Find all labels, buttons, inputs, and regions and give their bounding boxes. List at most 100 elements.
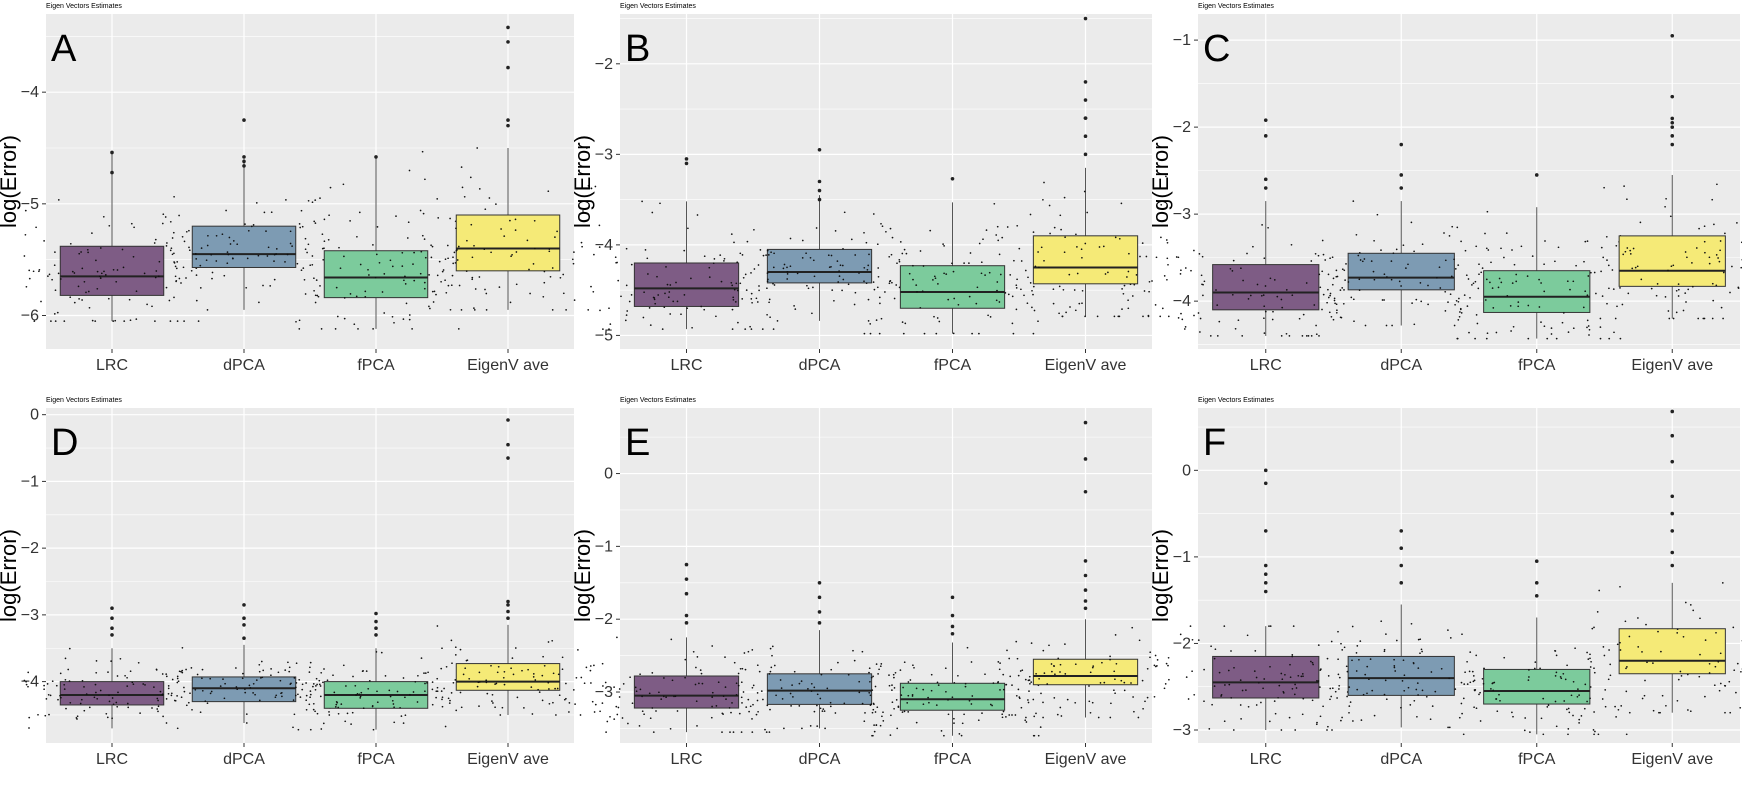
jitter-point bbox=[1419, 652, 1421, 655]
jitter-point bbox=[770, 251, 772, 254]
jitter-point bbox=[1605, 235, 1608, 238]
jitter-point bbox=[1515, 280, 1518, 283]
jitter-point bbox=[304, 237, 307, 240]
jitter-point bbox=[137, 661, 140, 664]
jitter-point bbox=[270, 211, 273, 214]
jitter-point bbox=[1466, 305, 1469, 307]
jitter-point bbox=[687, 227, 689, 230]
jitter-point bbox=[533, 247, 536, 250]
jitter-point bbox=[1699, 617, 1701, 620]
jitter-point bbox=[260, 660, 263, 663]
jitter-point bbox=[511, 253, 513, 256]
jitter-point bbox=[181, 646, 184, 649]
jitter-point bbox=[1464, 249, 1467, 252]
jitter-point bbox=[275, 248, 278, 250]
jitter-point bbox=[1327, 675, 1330, 677]
jitter-point bbox=[1472, 282, 1475, 285]
jitter-point bbox=[765, 731, 768, 733]
jitter-point bbox=[1062, 288, 1065, 291]
jitter-point bbox=[164, 216, 167, 218]
jitter-point bbox=[1363, 258, 1366, 260]
jitter-point bbox=[1478, 693, 1480, 696]
jitter-point bbox=[608, 328, 610, 330]
jitter-point bbox=[25, 680, 27, 683]
jitter-point bbox=[1347, 281, 1350, 283]
jitter-point bbox=[790, 705, 792, 707]
jitter-point bbox=[1503, 256, 1505, 259]
jitter-point bbox=[1413, 250, 1415, 253]
jitter-point bbox=[297, 728, 300, 731]
jitter-point bbox=[1315, 333, 1318, 336]
jitter-point bbox=[311, 201, 314, 204]
x-tick-label: fPCA bbox=[357, 357, 395, 374]
jitter-point bbox=[543, 281, 546, 284]
jitter-point bbox=[1528, 669, 1530, 671]
jitter-point bbox=[320, 328, 323, 330]
jitter-point bbox=[314, 301, 317, 304]
jitter-point bbox=[452, 681, 455, 684]
box-iqr bbox=[1618, 628, 1726, 675]
jitter-point bbox=[245, 722, 248, 724]
jitter-point bbox=[246, 257, 249, 260]
jitter-point bbox=[1042, 198, 1044, 201]
y-tick-label: −4 bbox=[595, 237, 613, 254]
jitter-point bbox=[226, 251, 229, 253]
jitter-point bbox=[399, 706, 401, 709]
jitter-point bbox=[182, 266, 185, 269]
jitter-point bbox=[178, 670, 181, 673]
jitter-point bbox=[1215, 289, 1217, 291]
jitter-point bbox=[1366, 665, 1369, 668]
jitter-point bbox=[1687, 288, 1690, 291]
jitter-point bbox=[565, 682, 567, 685]
jitter-point bbox=[652, 296, 655, 299]
jitter-point bbox=[671, 679, 674, 682]
jitter-point bbox=[1412, 662, 1415, 665]
jitter-point bbox=[699, 669, 702, 671]
jitter-point bbox=[1146, 667, 1149, 670]
jitter-point bbox=[810, 690, 813, 692]
jitter-point bbox=[257, 254, 260, 257]
jitter-point bbox=[730, 711, 732, 714]
jitter-point bbox=[648, 692, 651, 695]
jitter-point bbox=[1607, 264, 1610, 267]
jitter-point bbox=[1652, 662, 1654, 664]
jitter-point bbox=[1344, 279, 1346, 281]
jitter-point bbox=[95, 660, 98, 662]
jitter-point bbox=[625, 284, 628, 287]
jitter-point bbox=[915, 687, 918, 690]
jitter-point bbox=[1457, 319, 1460, 321]
jitter-point bbox=[492, 702, 494, 704]
jitter-point bbox=[978, 242, 981, 245]
jitter-point bbox=[1427, 303, 1429, 306]
jitter-point bbox=[451, 274, 454, 277]
x-tick-label: dPCA bbox=[1380, 751, 1422, 768]
jitter-point bbox=[1506, 295, 1509, 297]
jitter-point bbox=[1554, 700, 1557, 703]
jitter-point bbox=[1362, 693, 1365, 696]
jitter-point bbox=[495, 203, 497, 205]
jitter-point bbox=[1588, 328, 1591, 331]
jitter-point bbox=[196, 673, 199, 676]
jitter-point bbox=[307, 199, 310, 202]
jitter-point bbox=[1160, 203, 1163, 206]
outlier-point bbox=[817, 179, 822, 184]
jitter-point bbox=[166, 242, 168, 244]
jitter-point bbox=[1268, 625, 1270, 627]
jitter-point bbox=[1021, 669, 1024, 672]
jitter-point bbox=[484, 288, 486, 291]
jitter-point bbox=[33, 320, 36, 322]
jitter-point bbox=[881, 225, 884, 228]
jitter-point bbox=[252, 692, 254, 694]
jitter-point bbox=[1421, 243, 1424, 246]
jitter-point bbox=[1177, 317, 1180, 319]
jitter-point bbox=[329, 186, 332, 189]
jitter-point bbox=[1416, 715, 1418, 718]
jitter-point bbox=[1165, 175, 1167, 178]
jitter-point bbox=[235, 667, 237, 669]
jitter-point bbox=[1019, 670, 1022, 672]
jitter-point bbox=[459, 648, 462, 651]
jitter-point bbox=[895, 699, 898, 701]
jitter-point bbox=[206, 309, 209, 311]
jitter-point bbox=[1224, 684, 1226, 686]
outlier-point bbox=[1263, 589, 1268, 594]
